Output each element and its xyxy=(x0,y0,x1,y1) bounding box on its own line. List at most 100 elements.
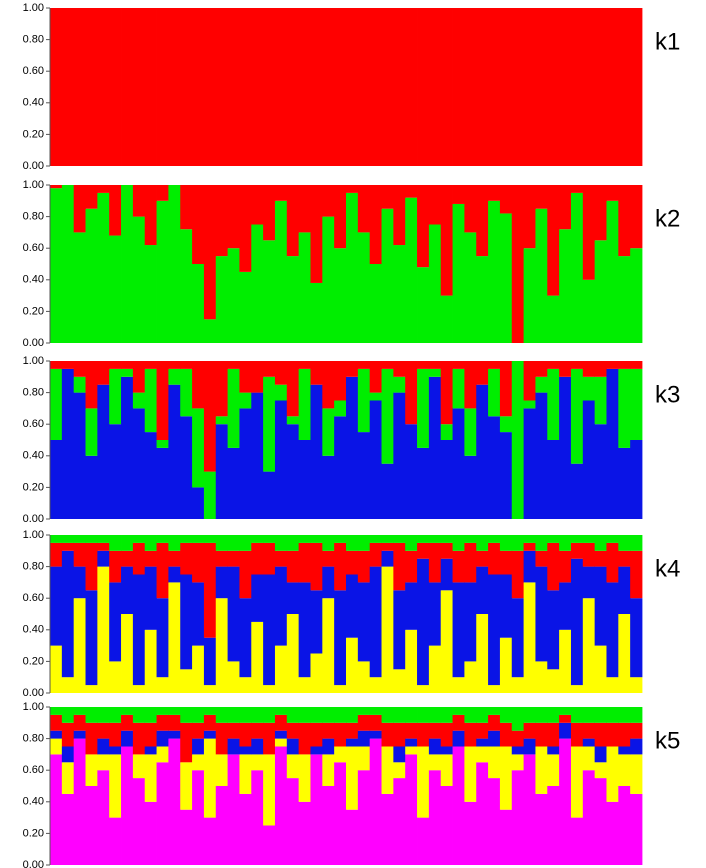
bar-segment xyxy=(428,185,442,225)
bar-segment xyxy=(180,542,193,575)
bar-segment xyxy=(286,754,300,779)
bar-segment xyxy=(215,707,228,723)
bar-segment xyxy=(144,746,157,755)
bar-segment xyxy=(357,550,371,583)
bar-segment xyxy=(369,738,382,865)
bar-segment xyxy=(357,770,371,865)
bar-segment xyxy=(192,542,205,583)
bar-segment xyxy=(274,746,288,865)
bar-segment xyxy=(298,722,311,755)
bar-segment xyxy=(215,256,228,343)
bar-segment xyxy=(535,707,548,723)
bar-segment xyxy=(251,542,264,575)
bar-segment xyxy=(50,730,63,739)
bar-segment xyxy=(440,590,453,693)
bar-segment xyxy=(322,185,335,217)
bar-segment xyxy=(511,754,524,771)
bar-segment xyxy=(274,566,288,646)
bar-segment xyxy=(499,361,513,417)
bar-segment xyxy=(618,722,631,747)
bar-segment xyxy=(582,738,596,747)
bar-segment xyxy=(535,361,548,377)
bar-segment xyxy=(334,707,347,723)
bar-segment xyxy=(570,746,584,818)
bar-segment xyxy=(168,535,181,551)
bar-segment xyxy=(73,598,86,693)
bar-segment xyxy=(488,685,501,693)
bar-segment xyxy=(381,535,394,543)
bar-segment xyxy=(417,817,430,865)
panel-label: k2 xyxy=(655,205,680,232)
bar-segment xyxy=(405,185,418,198)
bar-segment xyxy=(570,8,584,166)
bar-segment xyxy=(50,8,63,166)
bar-segment xyxy=(203,685,217,693)
bar-segment xyxy=(298,582,311,678)
bar-segment xyxy=(85,185,98,209)
y-tick-label: 0.60 xyxy=(23,764,44,776)
bar-segment xyxy=(570,817,584,865)
bar-segment xyxy=(334,542,347,591)
bar-segment xyxy=(156,361,169,440)
bar-segment xyxy=(570,558,584,686)
bar-segment xyxy=(97,738,110,755)
bar-segment xyxy=(215,185,228,257)
bar-segment xyxy=(393,361,406,377)
bar-segment xyxy=(511,746,524,755)
bar-segment xyxy=(121,8,134,166)
bar-segment xyxy=(523,361,536,401)
bar-segment xyxy=(488,707,501,715)
bar-segment xyxy=(334,400,347,417)
bar-segment xyxy=(192,707,205,723)
bar-segment xyxy=(535,185,548,209)
bar-segment xyxy=(369,392,382,401)
bar-segment xyxy=(73,376,86,393)
bar-segment xyxy=(168,714,181,731)
bar-segment xyxy=(322,8,335,166)
bar-segment xyxy=(464,746,477,802)
bar-segment xyxy=(263,471,276,519)
bar-segment xyxy=(97,550,110,567)
bar-segment xyxy=(559,550,572,583)
bar-segment xyxy=(511,535,524,551)
bar-segment xyxy=(346,8,359,166)
bar-segment xyxy=(346,535,359,551)
bar-segment xyxy=(452,361,465,369)
bar-segment xyxy=(50,440,63,519)
bar-segment xyxy=(606,535,619,543)
bar-segment xyxy=(144,535,157,551)
bar-segment xyxy=(310,590,323,654)
bar-segment xyxy=(452,408,465,519)
bar-segment xyxy=(97,707,110,723)
bar-segment xyxy=(594,778,607,865)
bar-segment xyxy=(215,786,228,865)
bar-segment xyxy=(630,738,643,755)
bar-segment xyxy=(97,384,110,519)
bar-segment xyxy=(73,738,86,865)
bar-segment xyxy=(417,542,430,559)
bar-segment xyxy=(322,707,335,723)
bar-segment xyxy=(393,746,406,763)
bar-segment xyxy=(263,542,276,575)
bar-segment xyxy=(535,392,548,519)
bar-segment xyxy=(547,746,560,755)
bar-segment xyxy=(334,8,347,166)
bar-segment xyxy=(582,361,596,377)
bar-segment xyxy=(73,714,86,731)
y-tick-label: 0.20 xyxy=(23,305,44,317)
bar-segment xyxy=(594,424,607,519)
bar-segment xyxy=(582,746,596,771)
y-tick-label: 0.40 xyxy=(23,450,44,462)
bar-segment xyxy=(61,746,75,763)
bar-segment xyxy=(523,542,536,551)
bar-segment xyxy=(168,582,181,693)
bar-segment xyxy=(322,786,335,865)
bar-segment xyxy=(192,754,205,771)
bar-segment xyxy=(464,582,477,662)
bar-segment xyxy=(440,707,453,723)
bar-segment xyxy=(499,574,513,638)
bar-segment xyxy=(322,408,335,456)
bar-segment xyxy=(357,368,371,433)
bar-segment xyxy=(334,416,347,519)
bar-segment xyxy=(203,738,217,818)
